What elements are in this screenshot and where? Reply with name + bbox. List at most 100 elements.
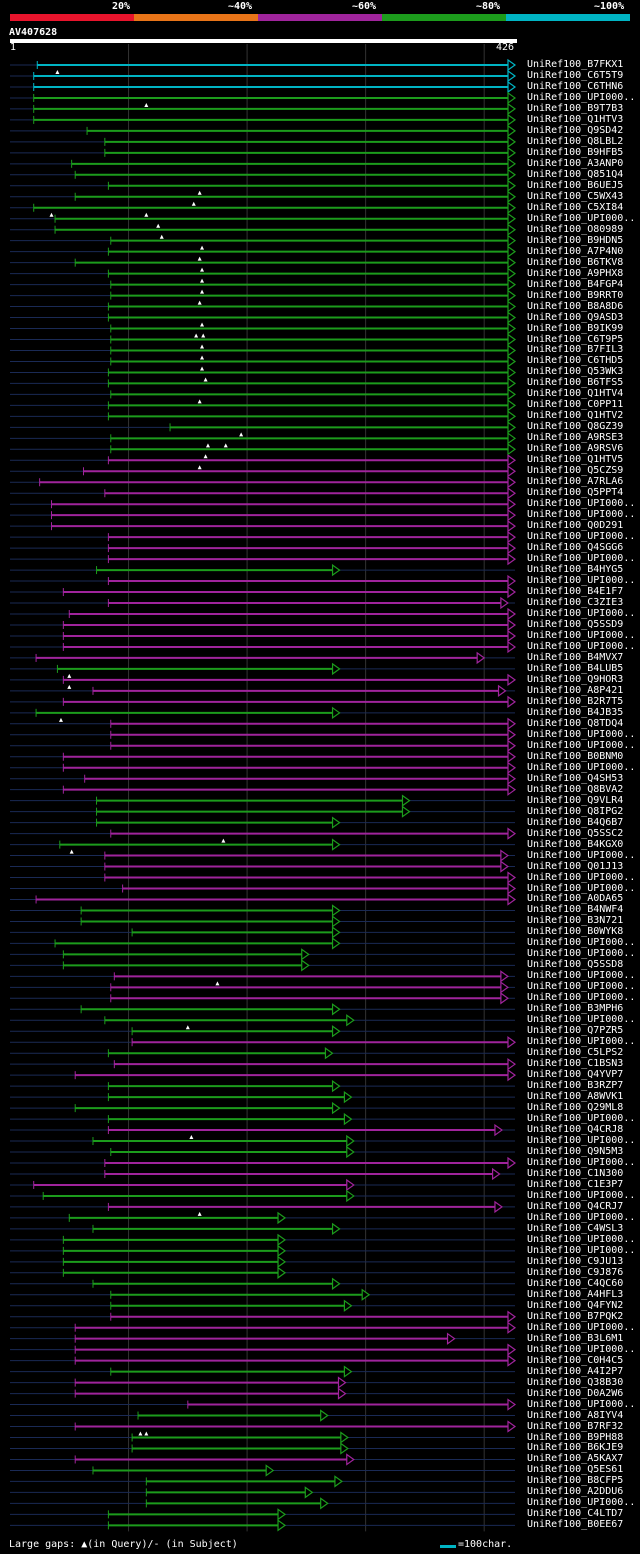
hit-name-link[interactable]: UniRef100_C9JU13	[527, 1255, 624, 1267]
hit-name-link[interactable]: UniRef100_D0A2W6	[527, 1387, 624, 1399]
hit-name-link[interactable]: UniRef100_Q9VLR4	[527, 794, 624, 806]
hit-name-link[interactable]: UniRef100_B6UEJ5	[527, 179, 624, 191]
hit-name-link[interactable]: UniRef100_A7P4N0	[527, 245, 624, 257]
hit-name-link[interactable]: UniRef100_UPI000..	[527, 1113, 636, 1125]
hit-name-link[interactable]: UniRef100_UPI000..	[527, 728, 636, 740]
hit-name-link[interactable]: UniRef100_B9T7B3	[527, 102, 624, 114]
hit-name-link[interactable]: UniRef100_C6THD5	[527, 355, 624, 367]
hit-name-link[interactable]: UniRef100_UPI000..	[527, 629, 636, 641]
hit-name-link[interactable]: UniRef100_UPI000..	[527, 1211, 636, 1223]
hit-name-link[interactable]: UniRef100_UPI000..	[527, 1189, 636, 1201]
hit-name-link[interactable]: UniRef100_UPI000..	[527, 498, 636, 510]
hit-name-link[interactable]: UniRef100_UPI000..	[527, 1244, 636, 1256]
hit-name-link[interactable]: UniRef100_B3L6M1	[527, 1332, 624, 1344]
hit-name-link[interactable]: UniRef100_Q1HTV5	[527, 454, 624, 466]
hit-name-link[interactable]: UniRef100_B4E1F7	[527, 586, 624, 598]
hit-name-link[interactable]: UniRef100_B8A8D6	[527, 300, 624, 312]
hit-name-link[interactable]: UniRef100_UPI000..	[527, 992, 636, 1004]
hit-name-link[interactable]: UniRef100_UPI000..	[527, 937, 636, 949]
hit-name-link[interactable]: UniRef100_B6TKV8	[527, 256, 624, 268]
hit-name-link[interactable]: UniRef100_UPI000..	[527, 1343, 636, 1355]
hit-name-link[interactable]: UniRef100_C0H4C5	[527, 1354, 624, 1366]
hit-name-link[interactable]: UniRef100_C5WX43	[527, 190, 624, 202]
hit-name-link[interactable]: UniRef100_B4JB35	[527, 706, 624, 718]
hit-name-link[interactable]: UniRef100_Q0D291	[527, 520, 624, 532]
hit-name-link[interactable]: UniRef100_A2DDU6	[527, 1486, 624, 1498]
hit-name-link[interactable]: UniRef100_B4MVX7	[527, 651, 624, 663]
hit-name-link[interactable]: UniRef100_A8WVK1	[527, 1091, 624, 1103]
hit-name-link[interactable]: UniRef100_B2R7T5	[527, 695, 624, 707]
hit-name-link[interactable]: UniRef100_UPI000..	[527, 1036, 636, 1048]
hit-name-link[interactable]: UniRef100_B6TFS5	[527, 377, 624, 389]
hit-name-link[interactable]: UniRef100_A5KAX7	[527, 1453, 624, 1465]
hit-name-link[interactable]: UniRef100_B9IK99	[527, 322, 624, 334]
hit-name-link[interactable]: UniRef100_Q9N5M3	[527, 1146, 624, 1158]
hit-name-link[interactable]: UniRef100_B7PQK2	[527, 1310, 624, 1322]
hit-name-link[interactable]: UniRef100_Q8IPG2	[527, 805, 624, 817]
hit-name-link[interactable]: UniRef100_B9HDN5	[527, 234, 624, 246]
hit-name-link[interactable]: UniRef100_A4I2P7	[527, 1365, 624, 1377]
hit-name-link[interactable]: UniRef100_B9HFB5	[527, 146, 624, 158]
hit-name-link[interactable]: UniRef100_Q5CZS9	[527, 465, 624, 477]
hit-name-link[interactable]: UniRef100_Q5SSC2	[527, 827, 624, 839]
hit-name-link[interactable]: UniRef100_B4NWF4	[527, 904, 624, 916]
hit-name-link[interactable]: UniRef100_Q4SH53	[527, 772, 624, 784]
hit-name-link[interactable]: UniRef100_B4HYG5	[527, 564, 624, 576]
hit-name-link[interactable]: UniRef100_C4LTD7	[527, 1508, 624, 1520]
hit-name-link[interactable]: UniRef100_Q4SGG6	[527, 542, 624, 554]
hit-name-link[interactable]: UniRef100_UPI000..	[527, 1497, 636, 1509]
hit-name-link[interactable]: UniRef100_UPI000..	[527, 739, 636, 751]
hit-name-link[interactable]: UniRef100_Q8LBL2	[527, 135, 624, 147]
hit-name-link[interactable]: UniRef100_B0BNM0	[527, 750, 624, 762]
hit-name-link[interactable]: UniRef100_Q8TDQ4	[527, 717, 624, 729]
hit-name-link[interactable]: UniRef100_UPI000..	[527, 849, 636, 861]
hit-name-link[interactable]: UniRef100_UPI000..	[527, 608, 636, 619]
hit-name-link[interactable]: UniRef100_A9RSV6	[527, 443, 624, 455]
hit-name-link[interactable]: UniRef100_UPI000..	[527, 575, 636, 587]
hit-name-link[interactable]: UniRef100_A9RSE3	[527, 432, 624, 444]
hit-name-link[interactable]: UniRef100_UPI000..	[527, 640, 636, 652]
hit-name-link[interactable]: UniRef100_UPI000..	[527, 1233, 636, 1245]
hit-name-link[interactable]: UniRef100_Q4CRJ8	[527, 1124, 624, 1136]
hit-name-link[interactable]: UniRef100_A8IYV4	[527, 1409, 624, 1421]
hit-name-link[interactable]: UniRef100_Q5SSD9	[527, 618, 624, 630]
hit-name-link[interactable]: UniRef100_C5XI84	[527, 201, 624, 213]
hit-name-link[interactable]: UniRef100_Q53WK3	[527, 366, 624, 378]
hit-name-link[interactable]: UniRef100_UPI000..	[527, 871, 636, 883]
hit-name-link[interactable]: UniRef100_Q9SD42	[527, 124, 624, 136]
hit-name-link[interactable]: UniRef100_UPI000..	[527, 212, 636, 224]
hit-name-link[interactable]: UniRef100_B9PH88	[527, 1431, 624, 1443]
hit-name-link[interactable]: UniRef100_UPI000..	[527, 1157, 636, 1168]
hit-name-link[interactable]: UniRef100_Q4YVP7	[527, 1069, 624, 1081]
hit-name-link[interactable]: UniRef100_C3ZIE3	[527, 597, 624, 609]
hit-name-link[interactable]: UniRef100_Q29ML8	[527, 1102, 624, 1114]
hit-name-link[interactable]: UniRef100_B4KGX0	[527, 838, 624, 850]
hit-name-link[interactable]: UniRef100_B4LUB5	[527, 662, 624, 674]
hit-name-link[interactable]: UniRef100_Q38B30	[527, 1376, 624, 1388]
hit-name-link[interactable]: UniRef100_UPI000..	[527, 509, 636, 521]
hit-name-link[interactable]: UniRef100_Q4FYN2	[527, 1299, 624, 1311]
hit-name-link[interactable]: UniRef100_Q1HTV2	[527, 410, 624, 422]
hit-name-link[interactable]: UniRef100_O80989	[527, 223, 624, 235]
hit-name-link[interactable]: UniRef100_Q4CRJ7	[527, 1200, 624, 1212]
hit-name-link[interactable]: UniRef100_Q5PPT4	[527, 487, 624, 499]
hit-name-link[interactable]: UniRef100_A3ANP0	[527, 157, 624, 169]
hit-name-link[interactable]: UniRef100_B4Q6B7	[527, 816, 624, 828]
hit-name-link[interactable]: UniRef100_UPI000..	[527, 553, 636, 565]
hit-name-link[interactable]: UniRef100_Q01J13	[527, 860, 624, 872]
hit-name-link[interactable]: UniRef100_A0DA65	[527, 893, 624, 905]
hit-name-link[interactable]: UniRef100_A4HFL3	[527, 1288, 624, 1300]
hit-name-link[interactable]: UniRef100_Q5SSD8	[527, 959, 624, 971]
hit-name-link[interactable]: UniRef100_Q9ASD3	[527, 311, 624, 323]
hit-name-link[interactable]: UniRef100_B9RRT0	[527, 289, 624, 301]
hit-name-link[interactable]: UniRef100_C9J876	[527, 1266, 624, 1278]
hit-name-link[interactable]: UniRef100_UPI000..	[527, 91, 636, 103]
hit-name-link[interactable]: UniRef100_UPI000..	[527, 531, 636, 543]
hit-name-link[interactable]: UniRef100_C1E3P7	[527, 1178, 624, 1190]
hit-name-link[interactable]: UniRef100_B3RZP7	[527, 1080, 624, 1092]
hit-name-link[interactable]: UniRef100_C6T5T9	[527, 69, 624, 81]
hit-name-link[interactable]: UniRef100_C0PP11	[527, 399, 624, 411]
hit-name-link[interactable]: UniRef100_UPI000..	[527, 1014, 636, 1026]
hit-name-link[interactable]: UniRef100_UPI000..	[527, 761, 636, 773]
hit-name-link[interactable]: UniRef100_C1BSN3	[527, 1058, 624, 1070]
